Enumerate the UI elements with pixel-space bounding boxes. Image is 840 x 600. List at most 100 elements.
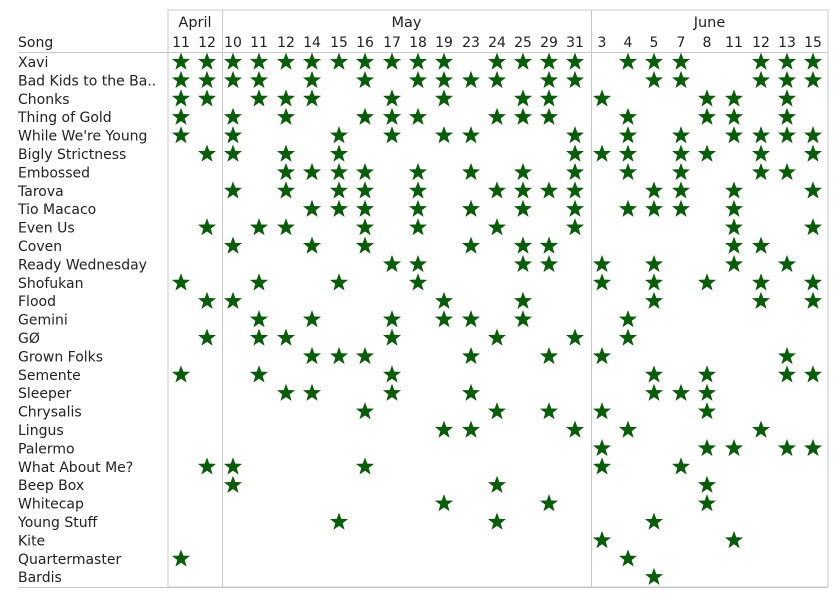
star-icon [513,181,533,199]
song-label: Xavi [18,55,48,71]
star-icon [644,273,664,291]
day-label: 23 [462,35,480,51]
star-icon [434,70,454,89]
star-icon [249,328,269,346]
star-icon [539,181,559,199]
day-label: 14 [303,35,321,51]
day-label: 12 [198,35,216,51]
star-icon [461,383,481,401]
star-icon [644,567,664,585]
star-icon [539,254,559,273]
star-icon [434,310,454,328]
star-icon [249,273,269,291]
star-icon [513,199,533,217]
star-icon [777,365,797,383]
star-icon [171,89,191,107]
star-icon [461,199,481,217]
star-icon [382,52,402,70]
star-marks [171,52,823,585]
star-icon [382,89,402,107]
star-icon [223,475,243,493]
star-icon [777,126,797,144]
star-icon [565,181,585,199]
star-icon [329,144,349,162]
star-icon [697,438,717,457]
song-label: Semente [18,368,81,384]
star-icon [803,144,823,162]
star-icon [408,162,428,181]
star-icon [408,52,428,70]
day-label: 25 [514,35,532,51]
star-icon [355,70,375,89]
star-icon [171,549,191,567]
star-icon [777,89,797,107]
star-icon [461,162,481,181]
star-icon [382,126,402,144]
star-icon [197,70,217,89]
star-icon [803,291,823,309]
star-icon [197,52,217,70]
star-icon [223,291,243,309]
star-icon [355,107,375,125]
star-icon [777,162,797,181]
star-icon [434,89,454,107]
star-icon [513,89,533,107]
star-icon [382,310,402,328]
star-icon [461,310,481,328]
star-icon [302,70,322,89]
day-label: 18 [409,35,427,51]
star-icon [777,107,797,125]
star-icon [355,236,375,254]
song-label: Gemini [18,313,68,329]
star-icon [276,328,296,346]
star-icon [803,126,823,144]
star-icon [592,346,612,365]
star-icon [276,383,296,401]
star-icon [671,383,691,401]
star-icon [724,438,744,457]
month-label: June [693,15,726,31]
day-label: 11 [725,35,743,51]
star-icon [697,144,717,162]
star-icon [592,89,612,107]
star-icon [618,52,638,70]
star-icon [644,181,664,199]
star-icon [408,199,428,217]
star-icon [618,107,638,125]
star-icon [697,273,717,291]
star-icon [592,254,612,273]
star-icon [724,126,744,144]
song-label: Palermo [18,441,75,457]
song-labels: Xavi Bad Kids to the Ba.. Chonks Thing of G… [17,55,156,586]
star-icon [618,144,638,162]
star-icon [302,199,322,217]
month-label: May [392,15,422,31]
day-label: 13 [778,35,796,51]
star-icon [171,273,191,291]
star-icon [171,70,191,89]
day-label: 10 [224,35,242,51]
star-icon [592,273,612,291]
month-label: April [178,15,211,31]
star-icon [697,365,717,383]
star-icon [302,346,322,365]
star-icon [751,70,771,89]
star-icon [751,236,771,254]
day-label: 12 [752,35,770,51]
star-icon [803,218,823,236]
star-icon [382,107,402,125]
star-icon [171,107,191,125]
star-icon [751,52,771,70]
star-icon [329,346,349,365]
star-icon [434,494,454,512]
star-icon [249,310,269,328]
star-icon [223,107,243,125]
song-label: Chrysalis [18,405,82,421]
star-icon [724,89,744,107]
star-icon [329,273,349,291]
star-icon [539,346,559,365]
star-icon [777,438,797,457]
star-icon [565,328,585,346]
star-icon [329,52,349,70]
